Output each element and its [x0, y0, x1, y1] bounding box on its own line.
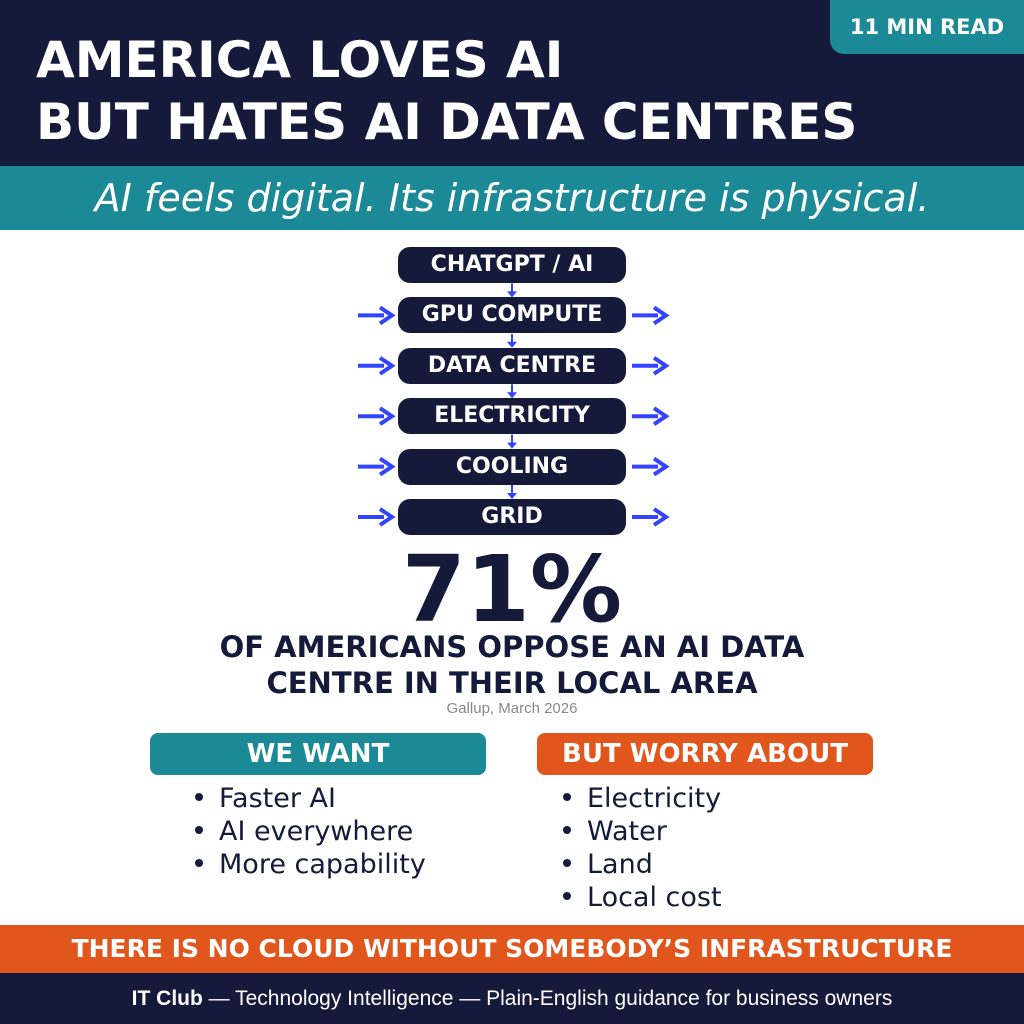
- arrow: [652, 305, 670, 326]
- arrow: [378, 356, 396, 376]
- list-item: AI everywhere: [195, 815, 413, 848]
- list-item: Land: [563, 848, 653, 881]
- arrow: [652, 356, 670, 376]
- arrow: [378, 507, 396, 527]
- list-item: Electricity: [563, 782, 721, 815]
- list-item: More capability: [195, 848, 426, 881]
- stat-value: 71%: [401, 536, 623, 643]
- subtitle: AI feels digital. Its infrastructure is …: [0, 166, 1024, 230]
- title-line: AMERICA LOVES AI: [36, 31, 564, 89]
- arrow: [507, 493, 517, 499]
- footer-brand: IT Club: [131, 987, 203, 1010]
- stat-source: Gallup, March 2026: [446, 700, 578, 717]
- arrow: [652, 507, 670, 527]
- list-item: Water: [563, 815, 667, 848]
- flow-step: DATA CENTRE: [398, 347, 626, 384]
- arrow: [507, 392, 517, 399]
- stat-caption: OF AMERICANS OPPOSE AN AI DATA: [219, 630, 805, 664]
- arrow: [652, 406, 670, 426]
- flow-arrows: [358, 283, 670, 527]
- arrow: [652, 456, 670, 477]
- list-item: Faster AI: [195, 782, 336, 815]
- flow-step: GRID: [398, 499, 626, 535]
- title-line: BUT HATES AI DATA CENTRES: [36, 93, 858, 151]
- arrow: [507, 291, 517, 298]
- footer: IT Club — Technology Intelligence — Plai…: [0, 973, 1024, 1024]
- column-heading: WE WANT: [150, 733, 486, 775]
- flow-step: COOLING: [398, 448, 626, 485]
- flow-step: ELECTRICITY: [398, 398, 626, 435]
- list-item: Local cost: [563, 881, 722, 914]
- arrow: [378, 456, 396, 477]
- flow-step: GPU COMPUTE: [398, 297, 626, 334]
- footer-text: — Technology Intelligence — Plain-Englis…: [208, 987, 893, 1010]
- banner: THERE IS NO CLOUD WITHOUT SOMEBODY’S INF…: [0, 925, 1024, 973]
- arrow: [378, 406, 396, 426]
- flow-step: CHATGPT / AI: [398, 247, 626, 283]
- arrow: [507, 341, 517, 348]
- stat-caption: CENTRE IN THEIR LOCAL AREA: [266, 666, 758, 700]
- column-heading: BUT WORRY ABOUT: [537, 733, 873, 775]
- arrow: [507, 442, 517, 449]
- arrow: [378, 305, 396, 326]
- read-time-badge: 11 MIN READ: [830, 0, 1024, 54]
